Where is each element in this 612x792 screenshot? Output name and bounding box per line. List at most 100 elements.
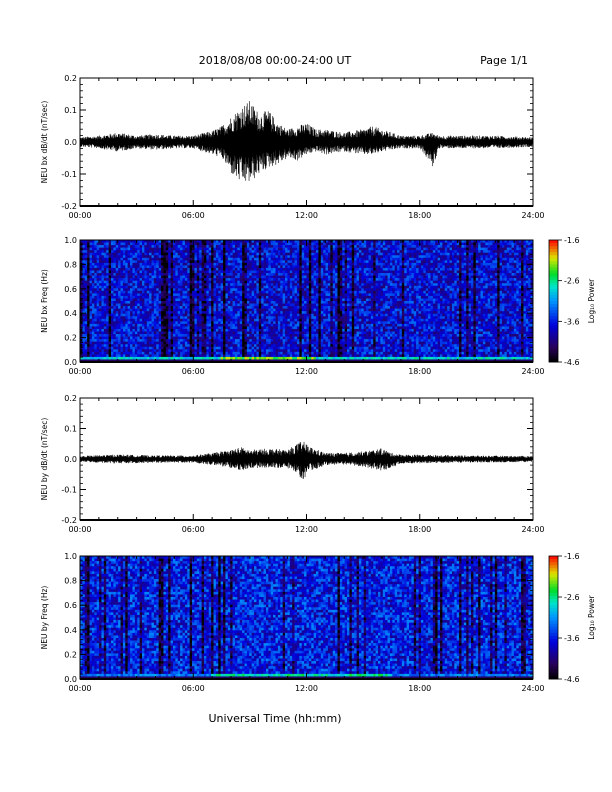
spectrogram-cell xyxy=(132,344,136,348)
spectrogram-cell xyxy=(213,351,217,355)
spectrogram-cell xyxy=(139,242,143,246)
spectrogram-cell xyxy=(130,311,133,315)
spectrogram-cell xyxy=(89,341,93,345)
spectrogram-cell xyxy=(232,270,236,274)
spectrogram-cell xyxy=(282,290,286,294)
spectrogram-cell xyxy=(254,255,257,259)
spectrogram-cell xyxy=(263,316,267,320)
spectrogram-cell xyxy=(218,278,221,281)
spectrogram-cell xyxy=(182,341,186,345)
spectrogram-cell xyxy=(294,334,298,337)
spectrogram-cell xyxy=(304,301,307,304)
spectrogram-cell xyxy=(215,334,219,337)
spectrogram-cell xyxy=(113,278,117,281)
spectrogram-cell xyxy=(130,242,133,246)
spectrogram-cell xyxy=(239,285,243,289)
spectrogram-cell xyxy=(237,334,241,337)
spectrogram-cell xyxy=(282,328,286,332)
spectrogram-cell xyxy=(239,318,243,322)
spectrogram-cell xyxy=(82,278,86,281)
spectrogram-cell xyxy=(87,247,90,251)
spectrogram-cell xyxy=(163,247,167,251)
spectrogram-cell xyxy=(120,354,124,358)
spectrogram-cell xyxy=(156,293,159,297)
spectrogram-cell xyxy=(103,267,107,271)
spectrogram-cell xyxy=(130,283,133,287)
spectrogram-cell xyxy=(170,308,174,312)
spectrogram-cell xyxy=(277,275,281,279)
spectrogram-cell xyxy=(108,280,112,284)
spectrogram-cell xyxy=(203,257,207,261)
spectrogram-cell xyxy=(201,260,205,264)
spectrogram-cell xyxy=(201,293,205,297)
spectrogram-cell xyxy=(118,356,121,360)
spectrogram-cell xyxy=(230,334,233,337)
spectrogram-cell xyxy=(153,295,157,299)
spectrogram-cell xyxy=(196,311,200,315)
spectrogram-cell xyxy=(320,283,324,287)
spectrogram-cell xyxy=(149,301,152,304)
spectrogram-cell xyxy=(146,349,150,353)
spectrogram-cell xyxy=(163,290,167,294)
spectrogram-cell xyxy=(270,265,274,269)
spectrogram-cell xyxy=(87,321,90,325)
spectrogram-cell xyxy=(242,280,245,284)
spectrogram-cell xyxy=(294,306,298,309)
spectrogram-cell xyxy=(292,267,295,271)
spectrogram-cell xyxy=(99,346,102,350)
spectrogram-cell xyxy=(320,265,324,269)
spectrogram-cell xyxy=(141,293,145,297)
spectrogram-cell xyxy=(265,278,269,281)
spectrogram-cell xyxy=(101,240,105,243)
spectrogram-cell xyxy=(110,306,114,309)
spectrogram-cell xyxy=(127,323,131,327)
spectrogram-cell xyxy=(215,285,219,289)
spectrogram-cell xyxy=(151,265,155,269)
spectrogram-cell xyxy=(91,288,95,292)
spectrogram-cell xyxy=(277,346,281,350)
spectrogram-cell xyxy=(161,351,164,355)
spectrogram-cell xyxy=(280,273,283,276)
spectrogram-cell xyxy=(282,265,286,269)
spectrogram-cell xyxy=(208,303,212,307)
spectrogram-cell xyxy=(213,293,217,297)
spectrogram-cell xyxy=(223,257,226,261)
spectrogram-cell xyxy=(194,336,198,340)
spectrogram-cell xyxy=(301,260,305,264)
spectrogram-cell xyxy=(261,240,264,243)
spectrogram-cell xyxy=(182,260,186,264)
spectrogram-cell xyxy=(153,283,157,287)
spectrogram-cell xyxy=(84,285,88,289)
spectrogram-cell xyxy=(227,341,231,345)
spectrogram-cell xyxy=(208,339,212,342)
spectrogram-cell xyxy=(306,273,310,276)
spectrogram-cell xyxy=(103,260,107,264)
spectrogram-cell xyxy=(201,311,205,315)
spectrogram-cell xyxy=(101,267,105,271)
spectrogram-cell xyxy=(96,285,100,289)
spectrogram-cell xyxy=(172,257,176,261)
spectrogram-cell xyxy=(270,339,274,342)
spectrogram-cell xyxy=(184,306,188,309)
spectrogram-cell xyxy=(153,301,157,304)
spectrogram-cell xyxy=(273,278,276,281)
spectrogram-cell xyxy=(313,349,317,353)
spectrogram-cell xyxy=(187,331,190,335)
spectrogram-cell xyxy=(296,354,300,358)
spectrogram-cell xyxy=(137,323,140,327)
spectrogram-cell xyxy=(99,303,102,307)
spectrogram-cell xyxy=(192,313,195,317)
spectrogram-cell xyxy=(115,250,119,254)
spectrogram-cell xyxy=(215,328,219,332)
spectrogram-cell xyxy=(177,354,181,358)
spectrogram-cell xyxy=(132,290,136,294)
spectrogram-cell xyxy=(132,349,136,353)
spectrogram-cell xyxy=(110,326,114,330)
spectrogram-cell xyxy=(242,328,245,332)
spectrogram-cell xyxy=(289,267,293,271)
spectrogram-cell xyxy=(175,311,179,315)
spectrogram-cell xyxy=(261,318,264,322)
spectrogram-cell xyxy=(206,273,210,276)
spectrogram-cell xyxy=(137,356,140,360)
spectrogram-cell xyxy=(215,306,219,309)
